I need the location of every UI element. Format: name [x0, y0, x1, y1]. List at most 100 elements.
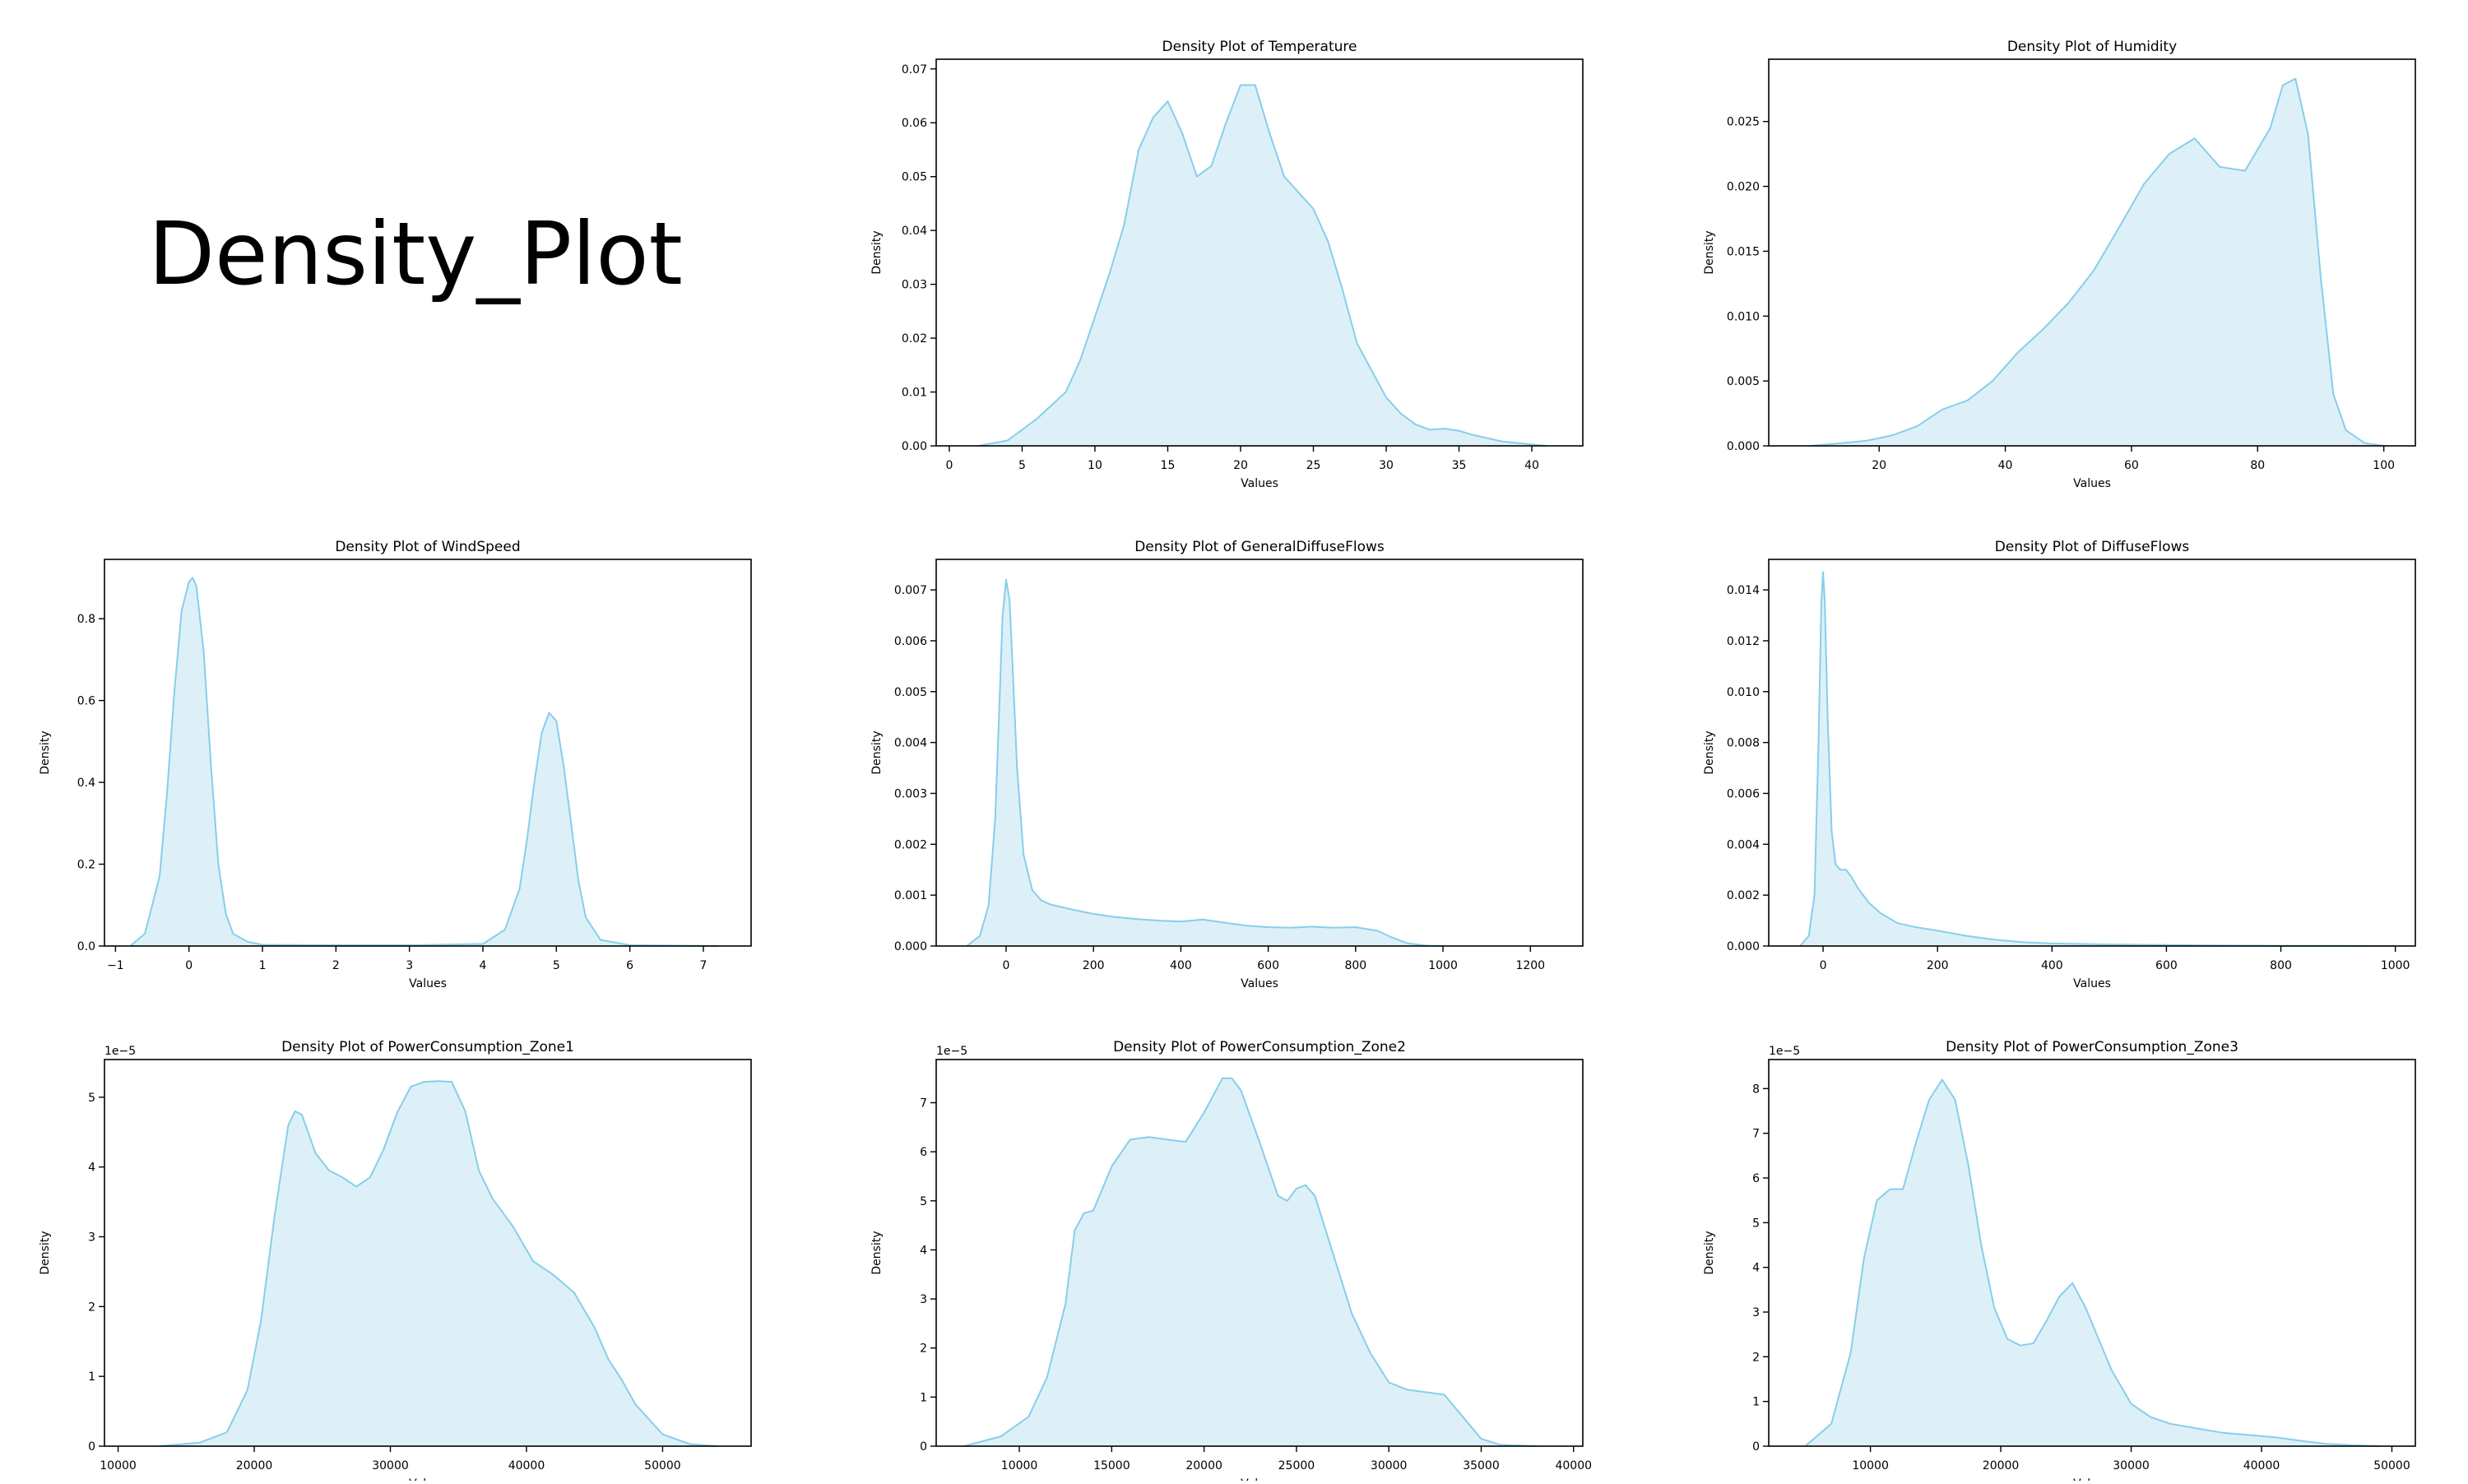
x-tick-label: 2	[332, 959, 340, 972]
x-axis-label: Values	[409, 1477, 447, 1481]
y-tick-label: 0.000	[1727, 940, 1760, 953]
x-tick-label: 100	[2373, 459, 2395, 472]
x-tick-label: 30	[1379, 459, 1394, 472]
density-curve	[1799, 571, 2396, 947]
y-tick-label: 5	[920, 1195, 927, 1208]
x-tick-label: 6	[626, 959, 633, 972]
x-tick-label: 35	[1452, 459, 1467, 472]
y-offset-label: 1e−5	[104, 1045, 136, 1058]
y-axis-label: Density	[1703, 730, 1716, 774]
y-tick-label: 0.002	[1727, 889, 1760, 902]
chart-title: Density Plot of PowerConsumption_Zone1	[281, 1039, 574, 1055]
x-tick-label: 20000	[1983, 1459, 2020, 1472]
y-tick-label: 0.006	[894, 635, 927, 648]
x-tick-label: 60	[2124, 459, 2139, 472]
y-tick-label: 4	[920, 1244, 927, 1257]
y-tick-label: 2	[88, 1301, 95, 1314]
plot-frame	[935, 559, 1584, 947]
density-area	[978, 85, 1547, 447]
density-curve	[966, 578, 1444, 947]
x-tick-label: 40000	[2243, 1459, 2280, 1472]
x-tick-label: 80	[2250, 459, 2265, 472]
figure-title: Density_Plot	[148, 204, 683, 304]
x-tick-label: 30000	[1371, 1459, 1408, 1472]
x-tick-label: 40	[1998, 459, 2013, 472]
y-offset-label: 1e−5	[1769, 1045, 1800, 1058]
x-tick-label: 25	[1306, 459, 1321, 472]
y-tick-label: 0	[1752, 1440, 1760, 1454]
chart-panel-8: 10000 20000 30000 40000 50000 0 1 2 3 4 5 6 7 8 Densit…	[1703, 1039, 2416, 1484]
x-tick-label: 40	[1524, 459, 1539, 472]
y-tick-label: 0.002	[894, 838, 927, 851]
x-tick-label: 400	[2041, 959, 2063, 972]
y-tick-label: 0.010	[1727, 310, 1760, 323]
x-tick-label: 50000	[644, 1459, 681, 1472]
y-tick-label: 1	[1752, 1396, 1760, 1409]
x-tick-label: −1	[107, 959, 124, 972]
y-tick-label: 0.05	[902, 171, 927, 184]
y-tick-label: 0.014	[1727, 584, 1760, 597]
y-tick-label: 0.005	[894, 686, 927, 699]
y-tick-label: 0	[88, 1440, 95, 1454]
plot-frame	[104, 559, 752, 947]
y-axis-label: Density	[870, 230, 884, 274]
x-tick-label: 15	[1161, 459, 1176, 472]
y-tick-label: 0.8	[77, 613, 95, 626]
x-tick-label: 10000	[1852, 1459, 1889, 1472]
x-tick-label: 3	[406, 959, 413, 972]
x-tick-label: 20	[1872, 459, 1886, 472]
y-tick-label: 4	[88, 1162, 95, 1175]
x-axis-label: Values	[409, 977, 447, 990]
y-tick-label: 3	[88, 1231, 95, 1244]
y-tick-label: 7	[920, 1097, 927, 1110]
chart-title: Density Plot of WindSpeed	[335, 539, 520, 555]
x-tick-label: 20000	[1185, 1459, 1222, 1472]
density-area	[130, 577, 718, 946]
x-tick-label: 600	[1257, 959, 1279, 972]
y-axis-label: Density	[39, 1231, 52, 1274]
y-tick-label: 8	[1752, 1083, 1760, 1096]
x-tick-label: 10	[1088, 459, 1102, 472]
x-tick-label: 0	[1003, 959, 1010, 972]
x-tick-label: 0	[1820, 959, 1827, 972]
y-axis-label: Density	[39, 730, 52, 774]
x-tick-label: 7	[699, 959, 707, 972]
x-axis-label: Values	[2073, 1477, 2111, 1481]
chart-panel-6: 10000 20000 30000 40000 50000 0 1 2 3 4 5 Density P…	[39, 1039, 752, 1484]
x-tick-label: 1000	[2381, 959, 2410, 972]
plot-frame	[935, 58, 1584, 447]
x-tick-label: 800	[1344, 959, 1366, 972]
y-tick-label: 0.03	[902, 279, 927, 292]
chart-panel-2: 20 40 60 80 100 0.000 0.005 0.010 0.015 0.020 0.02…	[1703, 39, 2416, 490]
x-axis-label: Values	[2073, 977, 2111, 990]
y-tick-label: 0.06	[902, 117, 927, 130]
chart-panel-3: −1 0 1 2 3 4 5 6 7 0.0 0.2 0.4 0.6 0.8 Density Plot of…	[39, 539, 752, 990]
x-tick-label: 30000	[372, 1459, 409, 1472]
y-tick-label: 0.004	[894, 737, 927, 750]
y-tick-label: 2	[1752, 1351, 1760, 1364]
y-tick-label: 6	[920, 1146, 927, 1159]
x-tick-label: 30000	[2113, 1459, 2150, 1472]
x-axis-label: Values	[1241, 477, 1278, 490]
x-tick-label: 35000	[1463, 1459, 1500, 1472]
y-tick-label: 0.010	[1727, 686, 1760, 699]
y-tick-label: 7	[1752, 1128, 1760, 1141]
y-tick-label: 0.006	[1727, 787, 1760, 800]
chart-title: Density Plot of Temperature	[1162, 39, 1357, 55]
x-tick-label: 20000	[236, 1459, 273, 1472]
y-tick-label: 3	[920, 1293, 927, 1306]
y-tick-label: 0.04	[902, 225, 927, 238]
y-tick-label: 0.008	[1727, 737, 1760, 750]
y-axis-label: Density	[1703, 230, 1716, 274]
x-tick-label: 40000	[508, 1459, 545, 1472]
plot-frame	[935, 1059, 1584, 1447]
x-tick-label: 10000	[100, 1459, 137, 1472]
x-tick-label: 1000	[1428, 959, 1458, 972]
y-tick-label: 0.020	[1727, 181, 1760, 194]
y-tick-label: 0.2	[77, 859, 95, 872]
y-tick-label: 5	[88, 1092, 95, 1105]
chart-title: Density Plot of Humidity	[2007, 39, 2177, 55]
x-tick-label: 600	[2155, 959, 2178, 972]
density-area	[1809, 78, 2384, 446]
density-curve	[159, 1080, 717, 1447]
